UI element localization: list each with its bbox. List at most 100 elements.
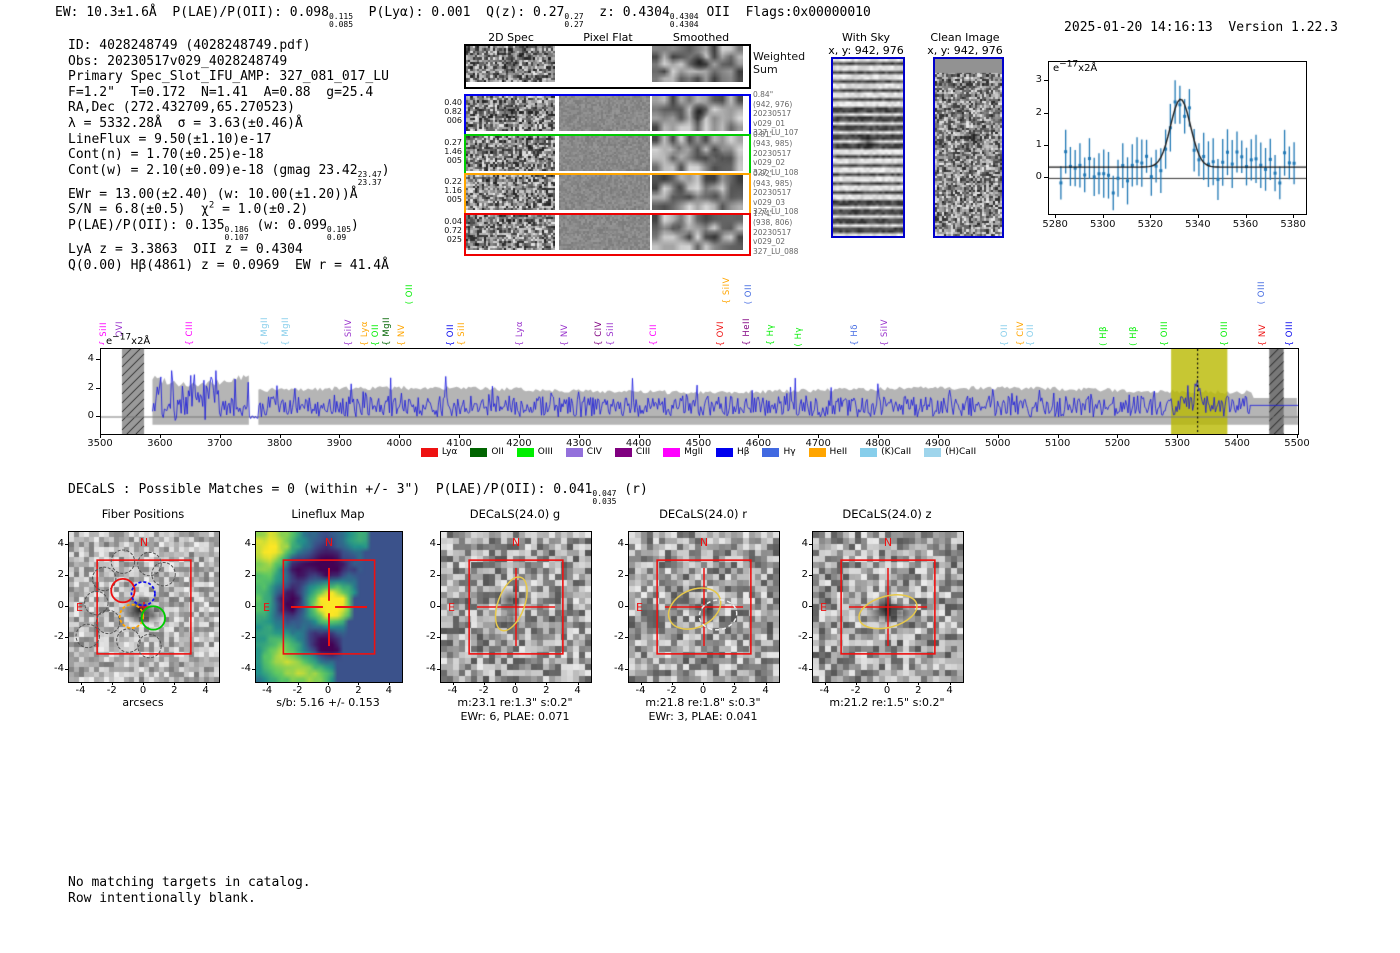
ion-label: { SiIV: [344, 318, 355, 346]
main-x-tick-label: 4500: [685, 438, 712, 449]
inset-x-tick-label: 5380: [1280, 219, 1306, 230]
panel-y-tick-mark: [809, 637, 812, 639]
uncertainty-hi: 0.115: [328, 12, 354, 21]
panel-x-tick-mark: [205, 682, 207, 685]
uncertainty-hi: 23.47: [357, 169, 382, 179]
ion-label: { NV: [559, 323, 570, 346]
text-segment: EWr = 13.00(±2.40) (w: 10.00(±1.20))Å: [68, 186, 358, 202]
legend-item: (H)CaII: [924, 447, 976, 457]
text-segment: LyA z = 3.3863 OII z = 0.4304: [68, 241, 303, 257]
main-x-tick-label: 4000: [386, 438, 412, 449]
panel-x-tick-label: 2: [731, 685, 738, 696]
panel-x-tick-mark: [111, 682, 113, 685]
panel-y-tick-mark: [252, 543, 255, 545]
panel-y-tick-label: 2: [57, 568, 64, 580]
text-segment: EW: 10.3±1.6Å P(LAE)/P(OII): 0.098: [55, 5, 329, 20]
legend-swatch: [614, 447, 632, 457]
superscript: 2: [208, 201, 215, 212]
fiber-weight-value: 006: [446, 116, 462, 125]
ion-label: { Lyα: [514, 320, 525, 346]
info-line: Q(0.00) Hβ(4861) z = 0.0969 EW r = 41.4Å: [68, 258, 390, 274]
info-line: RA,Dec (272.432709,65.270523): [68, 100, 390, 116]
panel-y-tick-mark: [65, 637, 68, 639]
ion-label: { Hγ: [765, 324, 776, 346]
text-segment: LineFlux = 9.50(±1.10)e-17: [68, 131, 272, 147]
text-segment: e: [1053, 63, 1060, 74]
compass-east-label: E: [263, 601, 270, 614]
legend-label: CIII: [635, 447, 651, 457]
panel-x-tick-mark: [80, 682, 82, 685]
panel-x-tick-label: -2: [106, 685, 117, 696]
panel-y-tick-mark: [809, 543, 812, 545]
text-segment: Cont(w) = 2.10(±0.09)e-18 (gmag 23.42: [68, 162, 358, 178]
weighted-sum-label-line: Weighted: [753, 50, 806, 63]
ion-label: ( Hβ: [1099, 326, 1110, 346]
text-segment: ID: 4028248749 (4028248749.pdf): [68, 38, 311, 53]
spec2d-row-left-labels: 0.27 1.46 005: [437, 138, 462, 165]
main-x-tick-label: 4800: [865, 438, 891, 449]
main-y-tick-label: 0: [87, 410, 94, 421]
ion-label: { OII: [999, 323, 1010, 346]
main-x-tick-mark: [937, 434, 939, 438]
detection-info-block: ID: 4028248749 (4028248749.pdf) Obs: 2023…: [68, 38, 390, 273]
inset-plot-frame: [1048, 61, 1307, 215]
panel-plot-frame: [255, 531, 403, 683]
fiber-id-line: 327_LU_108: [753, 167, 799, 177]
panel-x-tick-label: -4: [819, 685, 830, 696]
panel-x-tick-mark: [887, 682, 888, 685]
ion-label: { OII: [370, 323, 381, 346]
spec2d-row-left-labels: 0.40 0.82 006: [437, 98, 462, 125]
panel-y-tick-label: 2: [244, 568, 251, 580]
main-x-tick-label: 4100: [446, 438, 472, 449]
panel-y-tick-mark: [625, 637, 628, 639]
panel-x-tick-label: 2: [171, 685, 178, 696]
panel-x-tick-mark: [824, 682, 826, 685]
aperture-ellipse: [494, 576, 528, 632]
main-plot-frame: [100, 348, 1299, 435]
version: Version 1.22.3: [1228, 20, 1338, 35]
extraction-box: [840, 559, 936, 655]
text-segment: ): [381, 162, 390, 178]
panel-y-tick-mark: [625, 543, 628, 545]
panel-x-tick-label: -4: [635, 685, 646, 696]
uncertainty-lo: 0.107: [224, 232, 249, 242]
timestamp: 2025-01-20 14:16:13: [1064, 20, 1213, 35]
text-segment: DECaLS : Possible Matches = 0 (within +/…: [68, 482, 593, 497]
uncertainty-stack: 0.047 0.035: [592, 490, 616, 506]
inset-x-tick-label: 5300: [1089, 219, 1116, 230]
panel-title: DECaLS(24.0) z: [842, 507, 932, 521]
panel-y-tick-label: 4: [429, 537, 436, 549]
panel-y-tick-mark: [65, 668, 68, 670]
text-segment: e: [106, 336, 113, 347]
weighted-sum-row: [463, 44, 751, 89]
panel-y-tick-mark: [437, 606, 440, 607]
fiber-id-line: v029_02: [753, 237, 786, 247]
fiber-id-line: 0.84": [753, 90, 774, 99]
panel-title: Fiber Positions: [101, 507, 185, 521]
fiber-weight-value: 0.04: [444, 216, 462, 226]
panel-x-tick-mark: [174, 682, 176, 685]
main-x-tick-mark: [279, 434, 281, 438]
panel-x-tick-mark: [640, 682, 642, 685]
legend-item: (K)CaII: [860, 447, 911, 457]
text-segment: RA,Dec (272.432709,65.270523): [68, 100, 295, 116]
panel-y-tick-label: -2: [798, 631, 808, 643]
main-y-tick-mark: [96, 416, 100, 417]
legend-item: CIV: [565, 447, 602, 457]
ion-label: { NV: [1258, 323, 1269, 346]
legend-swatch: [715, 447, 733, 457]
uncertainty-hi: 0.4304: [669, 12, 699, 21]
fiber-circle: [110, 549, 136, 574]
panel-y-tick-mark: [65, 574, 68, 576]
uncertainty-stack: 0.105 0.09: [327, 225, 351, 242]
ion-label: ( OII: [743, 283, 754, 304]
panel-x-tick-label: -4: [262, 685, 273, 696]
spec2d-image-canvas: [465, 135, 555, 171]
legend-label: OIII: [537, 447, 553, 457]
legend-label: (H)CaII: [945, 447, 977, 457]
main-x-tick-label: 5400: [1224, 438, 1250, 449]
main-x-tick-mark: [638, 434, 640, 438]
spec2d-row: [463, 212, 751, 256]
footer-line: Row intentionally blank.: [68, 890, 256, 906]
fiber-weight-value: 025: [446, 234, 462, 244]
